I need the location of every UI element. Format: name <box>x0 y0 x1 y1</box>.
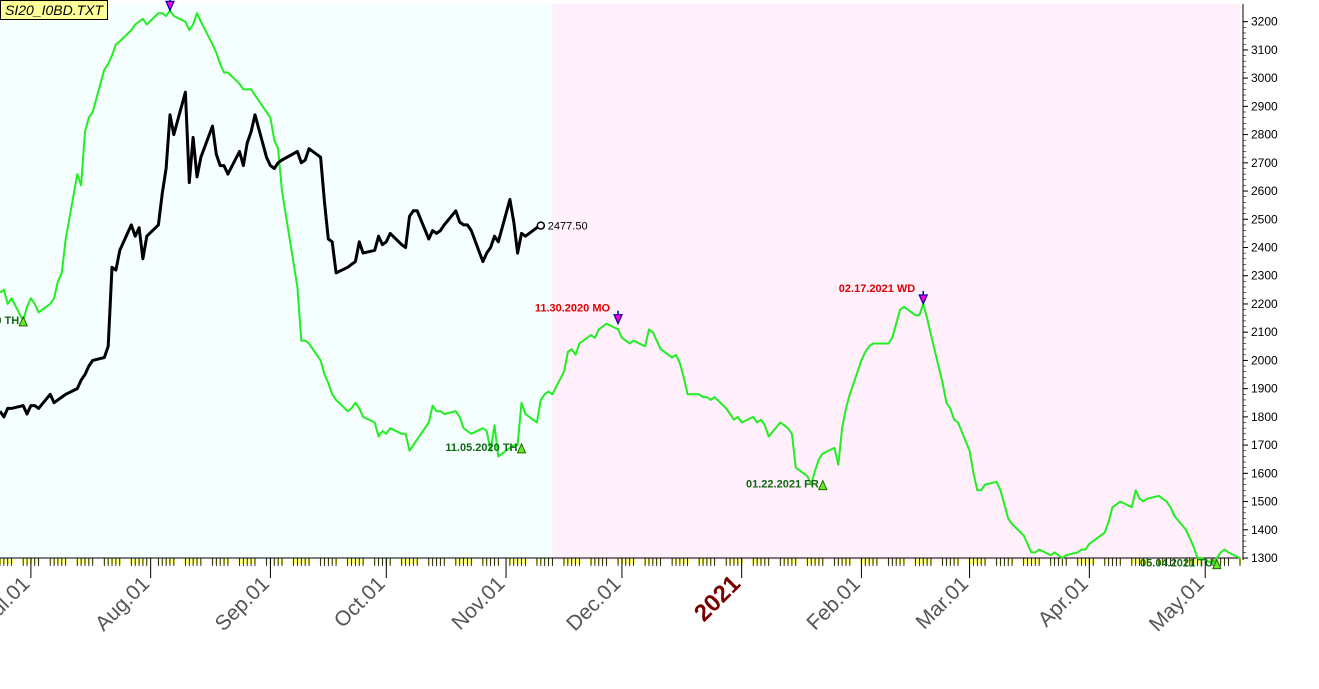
bottom-marker-label: 01.22.2021 FR <box>746 479 819 491</box>
y-axis-tick-label: 1300 <box>1251 551 1278 565</box>
bottom-marker-label: 11.05.2020 TH <box>445 442 517 454</box>
x-axis-label: May.01 <box>1145 572 1209 636</box>
y-axis-tick-label: 2700 <box>1251 156 1278 170</box>
bottom-marker-arrow <box>18 315 28 327</box>
y-axis-tick-label: 1800 <box>1251 410 1278 424</box>
y-axis-tick-label: 1500 <box>1251 495 1278 509</box>
file-title-label: SI20_I0BD.TXT <box>0 0 109 20</box>
x-axis-label: Apr.01 <box>1034 572 1093 631</box>
top-marker-label: 11.30.2020 MO <box>535 303 611 315</box>
y-axis-tick-label: 1600 <box>1251 466 1278 480</box>
x-axis-label: Dec.01 <box>562 572 625 635</box>
y-axis-tick-label: 2100 <box>1251 325 1278 339</box>
bottom-marker-arrow <box>818 479 828 491</box>
last-price-label: 2477.50 <box>548 221 588 233</box>
y-axis-tick-label: 2800 <box>1251 128 1278 142</box>
x-axis-label: Mar.01 <box>911 572 973 634</box>
x-axis-label: 2021 <box>689 570 746 627</box>
y-axis-tick-label: 3200 <box>1251 15 1278 29</box>
y-axis-tick-label: 1900 <box>1251 382 1278 396</box>
projection-background <box>552 4 1240 560</box>
turning-point-annotations: 08.06.2020 TH 20 TH 11.05.2020 TH 11.30.202… <box>0 0 1222 570</box>
y-axis-tick-label: 3100 <box>1251 43 1278 57</box>
y-axis-tick-label: 2400 <box>1251 240 1278 254</box>
x-axis-label: Jul.01 <box>0 572 34 628</box>
y-axis-tick-label: 2000 <box>1251 353 1278 367</box>
y-axis-tick-label: 2600 <box>1251 184 1278 198</box>
x-axis-label: Feb.01 <box>802 572 865 635</box>
x-axis-day-tick <box>0 559 1 564</box>
forecast-line <box>0 9 1241 565</box>
y-axis-tick-label: 3000 <box>1251 71 1278 85</box>
x-axis-label: Oct.01 <box>330 572 390 632</box>
x-axis-label: Nov.01 <box>447 572 509 634</box>
y-axis-tick-label: 2500 <box>1251 212 1278 226</box>
history-background <box>0 4 553 560</box>
x-axis-tick-strip <box>0 557 1241 566</box>
last-price-marker: 2477.50 <box>536 221 588 233</box>
y-axis-tick-label: 2900 <box>1251 99 1278 113</box>
bottom-marker-label: 20 TH <box>0 315 19 327</box>
top-marker-label: 02.17.2021 WD <box>839 283 915 295</box>
last-price-dot <box>536 221 546 230</box>
x-axis-label: Aug.01 <box>91 572 154 635</box>
bottom-marker-arrow <box>1212 558 1222 570</box>
y-axis-tick-label: 2300 <box>1251 269 1278 283</box>
y-axis-tick-label: 1700 <box>1251 438 1278 452</box>
price-line <box>0 90 542 419</box>
y-axis-tick-label: 1400 <box>1251 523 1278 537</box>
bottom-marker-arrow <box>516 442 527 454</box>
x-axis-labels: Jul.01 Aug.01 Sep.01 Oct.01 Nov.01 Dec.01 2021… <box>0 558 1209 636</box>
bottom-marker-label: 05.04.2021 TU <box>1140 558 1213 570</box>
y-axis-tick-label: 2200 <box>1251 297 1278 311</box>
top-marker-label: 08.06.2020 TH <box>89 0 162 1</box>
x-axis-label: Sep.01 <box>211 572 274 635</box>
y-axis-ticks: 3200 3100 3000 2900 2800 2700 2600 2500 2400 2300… <box>1243 15 1278 565</box>
